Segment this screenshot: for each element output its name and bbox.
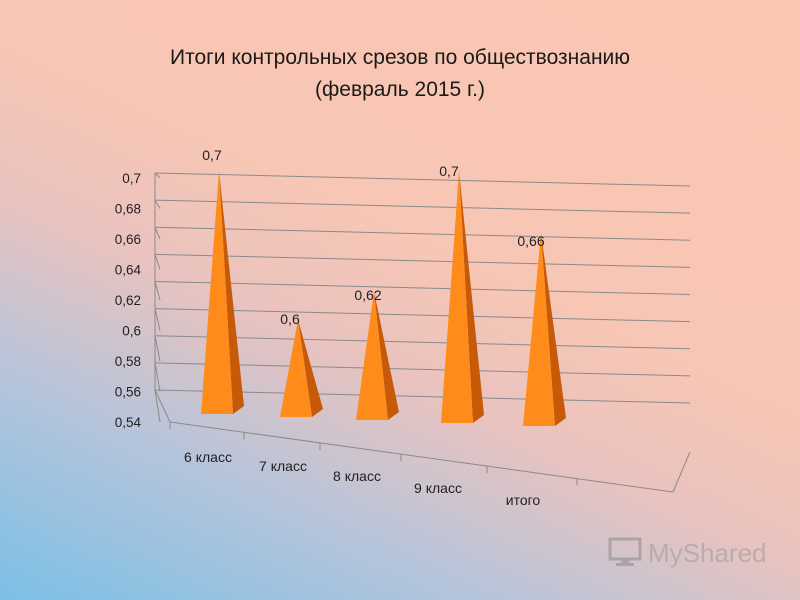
gridline-side [154,281,161,301]
pyramid-front [201,171,233,414]
pyramid-bars [201,171,566,426]
gridline [154,389,691,404]
pyramid-front [280,319,312,417]
x-axis-ticks: 6 класс 7 класс 8 класс 9 класс итого [184,449,540,508]
data-label: 0,62 [354,287,381,303]
x-tick-label: 6 класс [184,449,232,465]
gridline [154,335,691,350]
pyramid-side [459,171,484,423]
grid-lines [154,172,691,423]
data-label: 0,66 [517,233,544,249]
pyramid-side [374,291,399,420]
data-label: 0,7 [439,163,459,179]
pyramid-bar [441,171,484,423]
watermark-text: MyShared [648,538,767,568]
gridline-side [154,362,161,392]
y-axis-ticks: 0,54 0,56 0,58 0,6 0,62 0,64 0,66 0,68 0,7 [115,171,142,430]
x-tick-label: 7 класс [259,458,307,474]
gridline-side [154,172,161,179]
data-label: 0,7 [202,147,222,163]
y-tick-label: 0,62 [115,293,141,308]
gridline [154,281,691,295]
gridline [154,253,691,268]
pyramid-bar [280,319,323,417]
x-tick-label: 8 класс [333,468,381,484]
data-label: 0,6 [280,311,300,327]
gridline [154,308,691,323]
watermark-logo: MyShared [608,536,767,573]
gridline [154,172,691,187]
y-tick-label: 0,68 [115,202,141,217]
data-labels: 0,7 0,6 0,62 0,7 0,66 [202,147,545,327]
chart-title: Итоги контрольных срезов по обществознан… [0,42,800,106]
monitor-icon [608,537,642,566]
gridline-side [154,199,161,209]
y-tick-label: 0,54 [115,415,142,430]
pyramid-bar [201,171,244,414]
pyramid-front [356,291,388,420]
x-tick-label: 9 класс [414,480,462,496]
pyramid-side [219,171,244,414]
pyramid-bar [523,232,566,426]
y-tick-label: 0,64 [115,263,142,278]
floor-right-edge [672,451,691,493]
chart-title-line-2: (февраль 2015 г.) [315,78,485,101]
chart-title-line-1: Итоги контрольных срезов по обществознан… [169,46,631,69]
gridline-side [154,308,161,331]
gridline-side [154,389,161,423]
x-axis-line [169,421,674,493]
y-tick-label: 0,66 [115,232,141,247]
pyramid-side [298,319,323,417]
floor-left-edge [154,389,171,423]
pyramid-side [541,232,566,426]
gridline-side [154,254,161,270]
pyramid-front [441,171,473,423]
gridline [154,362,691,377]
gridline-side [154,227,161,240]
pyramid-front [523,232,555,426]
gridline [154,199,691,214]
y-tick-label: 0,58 [115,354,141,369]
gridline-side [154,335,161,362]
pyramid-bar [356,291,399,420]
x-tick-label: итого [506,492,541,508]
y-tick-label: 0,56 [115,385,141,400]
y-tick-label: 0,6 [122,324,141,339]
y-tick-label: 0,7 [122,171,141,186]
gridline [154,226,691,241]
axes [154,173,691,493]
